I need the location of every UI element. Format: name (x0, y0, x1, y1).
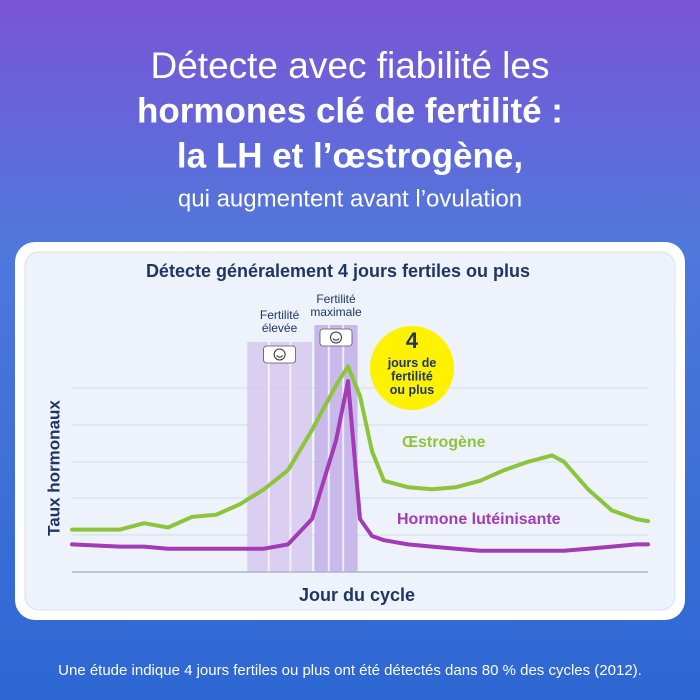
lines: Œstrogène Hormone lutéinisante 4 jours defe… (70, 326, 650, 553)
band-label: Fertilité (316, 292, 356, 306)
annotation-text: fertilité (391, 369, 433, 383)
smiley-icon (273, 348, 286, 361)
subheadline: qui augmentent avant l’ovulation (178, 185, 522, 212)
band-label: élevée (262, 321, 298, 335)
footnote: Une étude indique 4 jours fertiles ou pl… (58, 662, 642, 679)
annotation-text: 4 (406, 328, 419, 353)
fertility-band (247, 342, 312, 572)
headline: hormones clé de fertilité : (137, 91, 563, 130)
series-line (70, 364, 650, 532)
headline: Détecte avec fiabilité les (151, 45, 550, 86)
smiley-icon (276, 355, 283, 358)
series-label: Hormone lutéinisante (397, 511, 561, 528)
x-axis-label: Jour du cycle (299, 585, 415, 605)
smiley-icon (330, 331, 342, 344)
y-axis-label: Taux hormonaux (44, 400, 63, 536)
annotation-text: jours de (387, 356, 437, 370)
series-line (70, 379, 650, 553)
chart-title: Détecte généralement 4 jours fertiles ou… (146, 261, 530, 281)
annotation-badge (370, 326, 454, 410)
series-label: Œstrogène (402, 434, 486, 451)
headline: la LH et l’œstrogène, (177, 136, 523, 175)
annotation-text: ou plus (390, 383, 434, 397)
smiley-box (319, 328, 353, 347)
band-label: maximale (310, 305, 362, 319)
smiley-icon (332, 338, 340, 341)
fertility-band (314, 325, 358, 572)
smiley-box (263, 345, 297, 364)
band-label: Fertilité (260, 308, 300, 322)
